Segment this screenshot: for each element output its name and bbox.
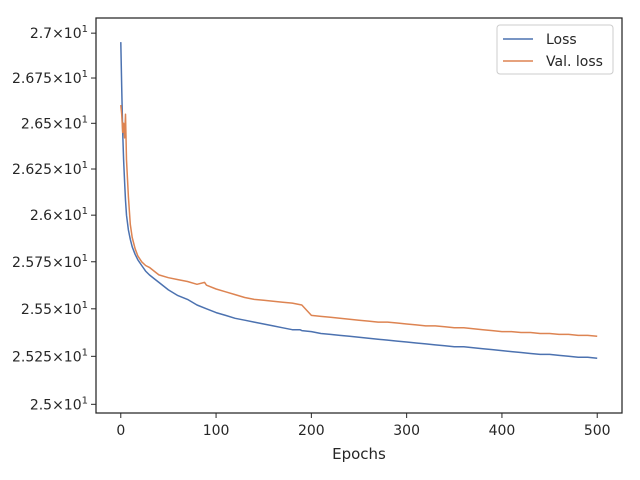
y-tick-label: 2.7×101 [30, 24, 88, 42]
x-tick-label: 500 [584, 423, 611, 439]
y-tick-label: 2.6×101 [30, 206, 88, 224]
legend-label-val-loss: Val. loss [546, 54, 603, 70]
x-axis-title: Epochs [332, 445, 386, 463]
y-tick-label: 2.625×101 [12, 160, 88, 178]
legend-label-loss: Loss [546, 32, 577, 48]
x-tick-label: 300 [393, 423, 420, 439]
y-tick-label: 2.675×101 [12, 69, 88, 87]
y-tick-label: 2.65×101 [21, 114, 88, 132]
x-tick-label: 100 [203, 423, 230, 439]
y-tick-label: 2.55×101 [21, 300, 88, 318]
y-tick-label: 2.575×101 [12, 253, 88, 271]
y-tick-label: 2.525×101 [12, 347, 88, 365]
y-tick-label: 2.5×101 [30, 395, 88, 413]
x-axis: 0 100 200 300 400 500 [116, 413, 611, 439]
legend: Loss Val. loss [496, 24, 614, 75]
series-line-val-loss [120, 105, 598, 338]
x-tick-label: 0 [116, 423, 125, 439]
series-line-loss [120, 42, 598, 359]
y-axis: 2.5×101 2.525×101 2.55×101 2.575×101 2.6×101… [12, 24, 96, 413]
x-tick-label: 200 [298, 423, 325, 439]
x-tick-label: 400 [489, 423, 516, 439]
plot-lines [120, 42, 598, 359]
